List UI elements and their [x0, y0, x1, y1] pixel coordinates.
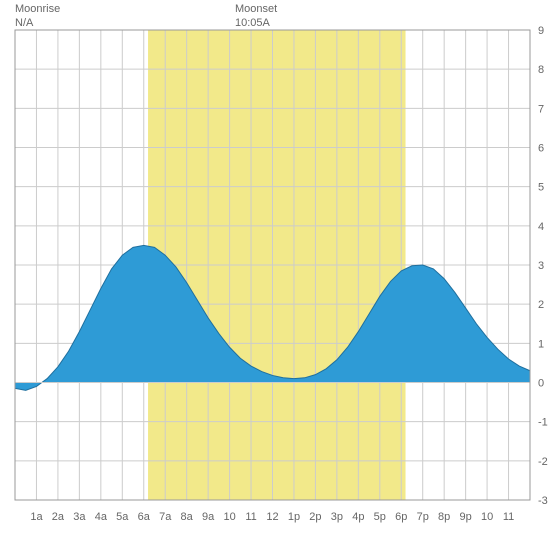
x-tick-label: 2p: [309, 511, 321, 523]
moonset-block: Moonset 10:05A: [235, 2, 277, 31]
x-tick-label: 3p: [331, 511, 343, 523]
y-tick-label: 4: [538, 221, 544, 233]
y-tick-label: 6: [538, 143, 544, 155]
y-tick-label: -2: [538, 456, 548, 468]
x-tick-label: 1a: [30, 511, 43, 523]
y-tick-label: 7: [538, 103, 544, 115]
x-tick-label: 1p: [288, 511, 300, 523]
y-tick-label: 9: [538, 25, 544, 37]
x-tick-label: 2a: [52, 511, 65, 523]
x-tick-label: 6p: [395, 511, 407, 523]
moonrise-block: Moonrise N/A: [15, 2, 60, 31]
x-tick-label: 8p: [438, 511, 450, 523]
x-tick-label: 3a: [73, 511, 86, 523]
y-tick-label: -1: [538, 417, 548, 429]
y-tick-label: 3: [538, 260, 544, 272]
tide-chart: Moonrise N/A Moonset 10:05A -3-2-1012345…: [0, 0, 550, 550]
x-tick-label: 5a: [116, 511, 129, 523]
x-tick-label: 9a: [202, 511, 215, 523]
x-tick-label: 10: [223, 511, 235, 523]
x-tick-label: 9p: [460, 511, 472, 523]
x-tick-label: 10: [481, 511, 493, 523]
y-tick-label: 5: [538, 182, 544, 194]
x-tick-label: 7a: [159, 511, 172, 523]
y-tick-label: 2: [538, 299, 544, 311]
moonrise-label: Moonrise: [15, 2, 60, 16]
y-tick-label: -3: [538, 495, 548, 507]
x-tick-label: 5p: [374, 511, 386, 523]
x-tick-label: 4a: [95, 511, 108, 523]
y-tick-label: 0: [538, 378, 544, 390]
x-tick-label: 11: [503, 511, 514, 523]
x-tick-label: 12: [266, 511, 278, 523]
x-tick-label: 4p: [352, 511, 364, 523]
chart-svg: -3-2-101234567891a2a3a4a5a6a7a8a9a101112…: [0, 0, 550, 550]
moonset-value: 10:05A: [235, 16, 277, 30]
x-tick-label: 6a: [138, 511, 151, 523]
y-tick-label: 8: [538, 64, 544, 76]
moonset-label: Moonset: [235, 2, 277, 16]
x-tick-label: 7p: [417, 511, 429, 523]
x-tick-label: 11: [245, 511, 256, 523]
y-tick-label: 1: [538, 338, 544, 350]
moonrise-value: N/A: [15, 16, 60, 30]
x-tick-label: 8a: [181, 511, 194, 523]
